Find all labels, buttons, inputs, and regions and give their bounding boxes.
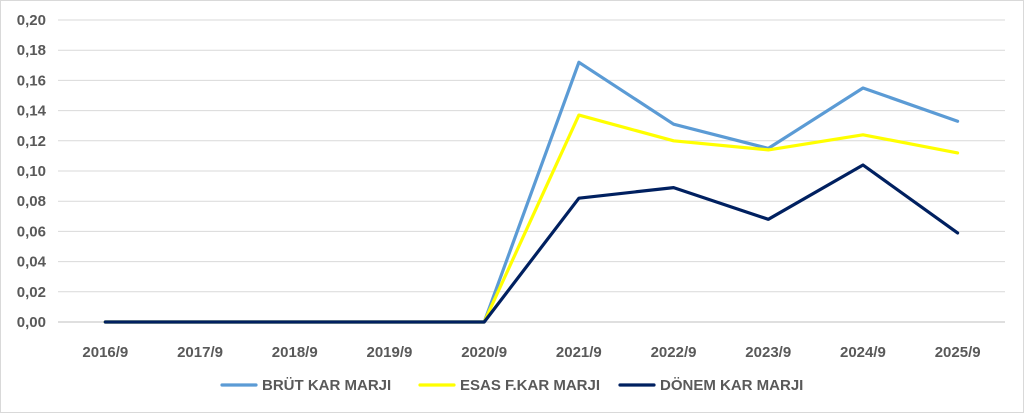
y-axis-ticks: 0,00 0,02 0,04 0,06 0,08 0,10 0,12 0,14 0,16 0,18… xyxy=(17,12,47,331)
x-tick-label: 2019/9 xyxy=(367,344,413,361)
y-tick-label: 0,08 xyxy=(17,193,46,210)
series-line-2 xyxy=(103,113,960,324)
x-tick-label: 2017/9 xyxy=(177,344,223,361)
legend-label-2: ESAS F.KAR MARJI xyxy=(460,377,600,394)
x-tick-label: 2022/9 xyxy=(651,344,697,361)
x-tick-label: 2025/9 xyxy=(935,344,981,361)
series-lines xyxy=(103,60,960,324)
legend-label-1: BRÜT KAR MARJI xyxy=(262,377,391,394)
x-tick-label: 2016/9 xyxy=(82,344,128,361)
x-axis-ticks: 2016/9 2017/9 2018/9 2019/9 2020/9 2021/9 2022… xyxy=(82,344,980,361)
gridlines xyxy=(58,19,1005,323)
y-tick-label: 0,02 xyxy=(17,284,46,301)
x-tick-label: 2021/9 xyxy=(556,344,602,361)
y-tick-label: 0,16 xyxy=(17,72,46,89)
x-tick-label: 2023/9 xyxy=(745,344,791,361)
y-tick-label: 0,20 xyxy=(17,12,46,29)
x-tick-label: 2024/9 xyxy=(840,344,886,361)
y-tick-label: 0,04 xyxy=(17,254,47,271)
y-tick-label: 0,00 xyxy=(17,314,46,331)
legend-label-3: DÖNEM KAR MARJI xyxy=(660,377,803,394)
y-tick-label: 0,14 xyxy=(17,103,47,120)
y-tick-label: 0,18 xyxy=(17,42,46,59)
y-tick-label: 0,06 xyxy=(17,223,46,240)
y-tick-label: 0,10 xyxy=(17,163,46,180)
x-tick-label: 2020/9 xyxy=(461,344,507,361)
series-line-1 xyxy=(103,60,960,324)
y-tick-label: 0,12 xyxy=(17,133,46,150)
x-tick-label: 2018/9 xyxy=(272,344,318,361)
series-line-3 xyxy=(103,163,960,324)
legend: BRÜT KAR MARJI ESAS F.KAR MARJI DÖNEM KAR … xyxy=(220,377,803,394)
